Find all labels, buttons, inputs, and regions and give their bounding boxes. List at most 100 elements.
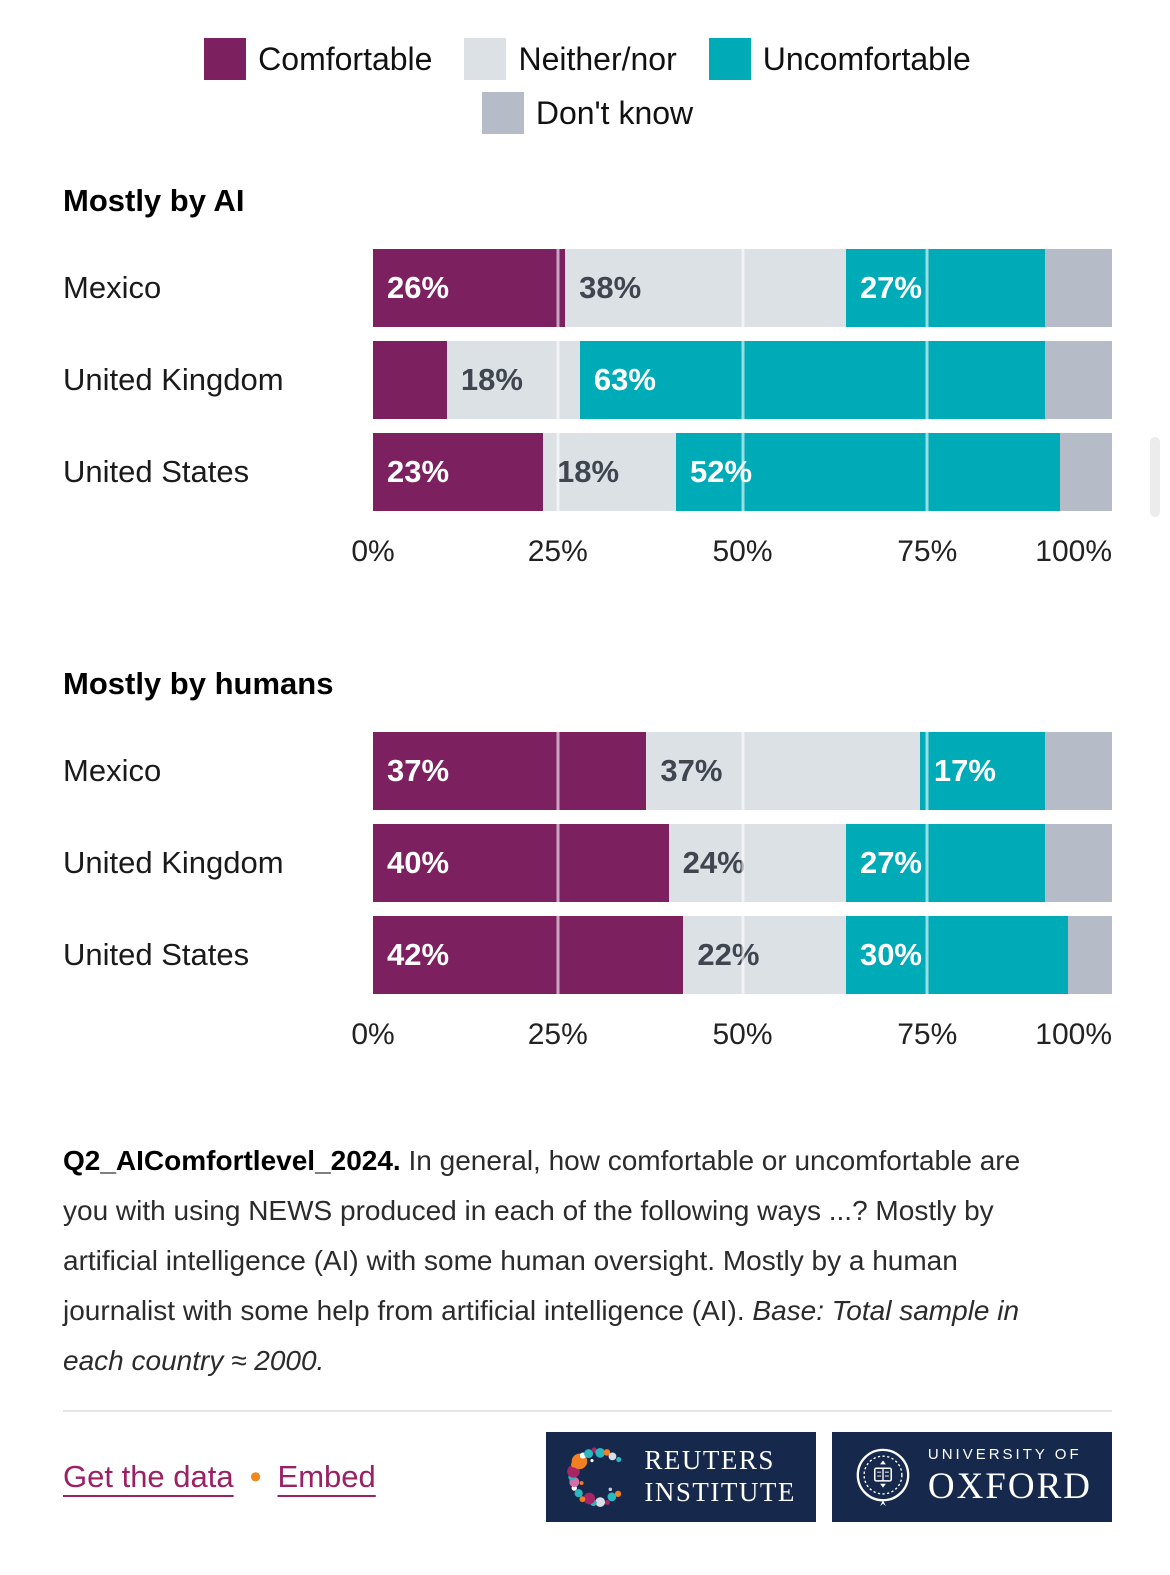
bar-segment-comfortable: 37% [373,731,647,810]
category-label: United States [63,936,250,972]
legend-swatch [204,38,247,80]
chart-row-united-kingdom: United Kingdom 18% 63% [63,340,1112,419]
bar-track: 42% 22% 30% [373,915,1112,994]
bar-segment-neither-nor: 38% [565,248,846,327]
category-label: United States [63,453,250,489]
legend-item-comfortable[interactable]: Comfortable [204,38,432,80]
oxford-crest-icon [856,1448,910,1506]
footer-links: Get the data • Embed [63,1459,376,1495]
reuters-dot-ring-icon [567,1446,622,1507]
bar-track: 40% 24% 27% [373,823,1112,902]
oxford-line2: OXFORD [927,1465,1092,1507]
link-separator-bullet: • [249,1457,262,1496]
bar-value-label: 37% [387,752,450,788]
bar-segment-don-t-know [1060,432,1112,511]
axis-tick-label: 25% [527,1017,588,1051]
chart-mostly-by-ai: Mostly by AI Mexico 26% 38% 27% United Kingd… [63,182,1112,571]
bar-value-label: 30% [859,936,922,972]
axis-tick-label: 0% [351,1017,395,1051]
bar-segment-uncomfortable: 30% [845,915,1068,994]
axis-tick-label: 75% [897,1017,958,1051]
reuters-institute-logo[interactable]: REUTERS INSTITUTE [546,1431,816,1522]
university-of-oxford-logo[interactable]: UNIVERSITY OF OXFORD [831,1431,1112,1522]
bar-segment-uncomfortable: 63% [579,340,1046,419]
category-label: Mexico [63,269,162,305]
bar-segment-comfortable: 23% [373,432,543,511]
category-label: United Kingdom [63,361,284,397]
bar-segment-uncomfortable: 27% [845,823,1046,902]
bar-segment-comfortable [373,340,447,419]
bar-segment-neither-nor: 18% [542,432,676,511]
footnote-body: In general, how comfortable or uncomfort… [63,1144,1021,1326]
legend-item-uncomfortable[interactable]: Uncomfortable [708,38,971,80]
bar-value-label: 18% [556,453,620,489]
bar-value-label: 27% [859,269,922,305]
axis-tick-label: 100% [1035,534,1112,568]
bar-value-label: 24% [682,844,745,880]
bar-segment-comfortable: 26% [373,248,566,327]
chart-row-united-states: United States 42% 22% 30% [63,915,1112,994]
embed-link[interactable]: Embed [277,1458,376,1494]
bar-value-label: 38% [579,269,642,305]
legend-label: Neither/nor [518,40,677,77]
footnote: Q2_AIComfortlevel_2024. In general, how … [63,1136,1063,1386]
axis-tick-label: 50% [712,1017,773,1051]
reuters-line1: REUTERS [644,1445,775,1476]
chart-row-mexico: Mexico 26% 38% 27% [63,248,1112,327]
chart-rows: Mexico 26% 38% 27% United Kingdom 18% 63% Unite… [63,248,1112,511]
bar-value-label: 22% [697,936,760,972]
chart-mostly-by-humans: Mostly by humans Mexico 37% 37% 17% United K… [63,665,1112,1054]
bar-value-label: 27% [859,844,922,880]
bar-track: 26% 38% 27% [373,248,1112,327]
bar-value-label: 26% [387,269,450,305]
chart-row-mexico: Mexico 37% 37% 17% [63,731,1112,810]
oxford-wordmark: UNIVERSITY OF OXFORD [928,1446,1092,1508]
legend-item-neither-nor[interactable]: Neither/nor [464,38,677,80]
bar-segment-comfortable: 42% [373,915,684,994]
bar-value-label: 23% [387,453,450,489]
chart-rows: Mexico 37% 37% 17% United Kingdom 40% 24% 27% Un… [63,731,1112,994]
legend-swatch [708,38,751,80]
bar-value-label: 18% [460,361,523,397]
x-axis: 0% 25% 50% 75% 100% [351,523,1112,571]
category-label: Mexico [63,752,162,788]
bar-track: 23% 18% 52% [373,432,1112,511]
legend-row-1: Comfortable Neither/nor Uncomfortable [204,38,971,80]
legend-item-don-t-know[interactable]: Don't know [481,92,693,134]
bar-value-label: 17% [933,752,996,788]
legend-label: Comfortable [258,40,433,77]
chart-row-united-states: United States 23% 18% 52% [63,432,1112,511]
legend-row-2: Don't know [481,92,693,134]
footer-logos: REUTERS INSTITUTE [546,1431,1112,1522]
axis-tick-label: 50% [712,534,773,568]
axis-tick-label: 25% [527,534,588,568]
bar-segment-uncomfortable: 17% [919,731,1046,810]
bar-segment-don-t-know [1067,915,1112,994]
chart-row-united-kingdom: United Kingdom 40% 24% 27% [63,823,1112,902]
footnote-base-note: Base: Total sample in each country ≈ 200… [63,1294,1020,1376]
bar-value-label: 42% [387,936,450,972]
axis-tick-label: 0% [351,534,395,568]
axis-tick-label: 75% [897,534,958,568]
bar-track: 37% 37% 17% [373,731,1112,810]
get-the-data-link[interactable]: Get the data [63,1458,234,1494]
bar-segment-neither-nor: 22% [683,915,846,994]
bar-segment-don-t-know [1045,823,1112,902]
bar-segment-neither-nor: 24% [668,823,846,902]
chart-title: Mostly by humans [63,665,334,701]
bar-segment-neither-nor: 37% [646,731,920,810]
bar-track: 18% 63% [373,340,1112,419]
category-label: United Kingdom [63,844,284,880]
scrollbar-thumb[interactable] [1150,437,1160,517]
legend-swatch [481,92,524,134]
x-axis: 0% 25% 50% 75% 100% [351,1006,1112,1054]
footer: Get the data • Embed [63,1431,1112,1522]
chart-legend: Comfortable Neither/nor Uncomfortable Don'… [63,38,1112,134]
bar-segment-don-t-know [1045,731,1112,810]
bar-segment-don-t-know [1045,248,1112,327]
legend-swatch [464,38,507,80]
bar-value-label: 63% [593,361,656,397]
bar-segment-uncomfortable: 27% [845,248,1046,327]
divider [63,1409,1112,1412]
